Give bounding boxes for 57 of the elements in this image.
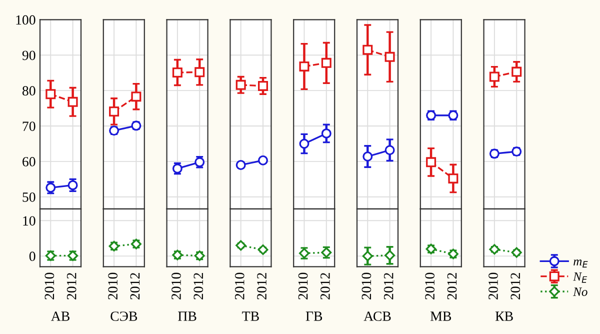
point [362,151,373,162]
point [236,160,246,170]
point [384,52,395,62]
x-axis-title: АСВ [364,312,391,321]
y-tick-label: 80 [22,86,36,96]
point [321,128,332,138]
point [489,72,500,82]
point [299,138,310,149]
x-tick-label: 2010 [172,272,181,300]
x-tick-label: 2010 [425,272,435,300]
y-tick-label: 100 [16,15,36,25]
point [46,182,56,193]
y-tick-label: 60 [22,157,36,166]
legend-label: m$_{E}$ [574,260,588,268]
x-tick-label: 2012 [194,273,204,300]
point [68,96,78,107]
y-tick-label: 90 [22,50,36,60]
x-axis-title: ПВ [178,312,196,321]
x-axis-title: ГВ [306,312,322,321]
x-tick-label: 2012 [257,273,266,300]
point [236,80,246,90]
x-tick-label: 2012 [447,273,457,300]
x-axis-title: ТВ [242,312,259,321]
legend-label: No [573,288,588,296]
x-tick-label: 2012 [384,273,394,300]
x-tick-label: 2010 [362,272,372,300]
point [194,67,205,78]
x-tick-label: 2010 [298,272,308,300]
legend-label: N$_{E}$ [573,272,588,283]
point [109,106,120,116]
x-axis-title: СЭВ [110,312,138,321]
x-tick-label: 2012 [320,273,330,300]
y-tick-label: 10 [23,216,36,226]
x-tick-label: 2010 [108,272,118,300]
point [512,66,522,77]
x-axis-title: АВ [50,312,70,321]
x-axis-title: МВ [430,312,452,321]
x-tick-label: 2010 [234,272,244,300]
point [384,145,395,156]
x-tick-label: 2010 [44,272,54,300]
x-tick-label: 2010 [488,272,498,300]
y-tick-label: 0 [29,252,36,262]
x-tick-label: 2012 [510,273,520,300]
point [299,61,310,72]
point [172,68,182,78]
x-tick-label: 2012 [130,273,140,300]
point [131,92,142,102]
point [258,155,268,166]
y-tick-label: 70 [22,122,36,131]
point [258,80,268,91]
point [362,44,373,55]
point [68,180,78,190]
point [46,89,56,100]
y-tick-label: 50 [22,192,36,202]
point [321,58,332,68]
x-axis-title: КВ [495,312,513,321]
x-tick-label: 2012 [66,273,76,300]
